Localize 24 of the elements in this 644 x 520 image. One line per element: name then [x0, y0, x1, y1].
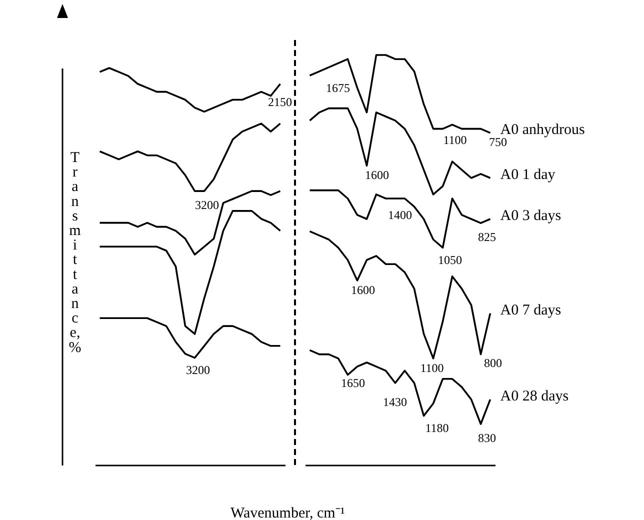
series-label: A0 3 days — [500, 208, 562, 224]
text: Transmittance, % — [68, 150, 82, 356]
annotation: 1650 — [341, 376, 365, 390]
annotation: 800 — [484, 356, 502, 370]
annotation: 1180 — [425, 421, 449, 435]
annotation: 3200 — [195, 198, 219, 212]
series-label: A0 1 day — [500, 167, 556, 183]
annotation: 1400 — [388, 208, 412, 222]
annotation: 825 — [478, 230, 496, 244]
annotation: 1430 — [383, 395, 407, 409]
annotation: 1100 — [443, 133, 467, 147]
annotation: 2150 — [268, 95, 292, 109]
annotation: 830 — [478, 431, 496, 445]
x-axis-title: Wavenumber, cm⁻¹ — [230, 506, 345, 520]
annotation: 3200 — [186, 363, 210, 377]
series-label: A0 28 days — [500, 388, 569, 404]
annotation: 1600 — [351, 283, 375, 297]
annotation: 750 — [489, 135, 507, 149]
annotation: 1600 — [365, 168, 389, 182]
annotation: 1100 — [420, 361, 444, 375]
series-label: A0 anhydrous — [500, 122, 585, 138]
annotation: 1050 — [438, 253, 462, 267]
series-label: A0 7 days — [500, 302, 562, 318]
annotation: 1675 — [326, 81, 350, 95]
